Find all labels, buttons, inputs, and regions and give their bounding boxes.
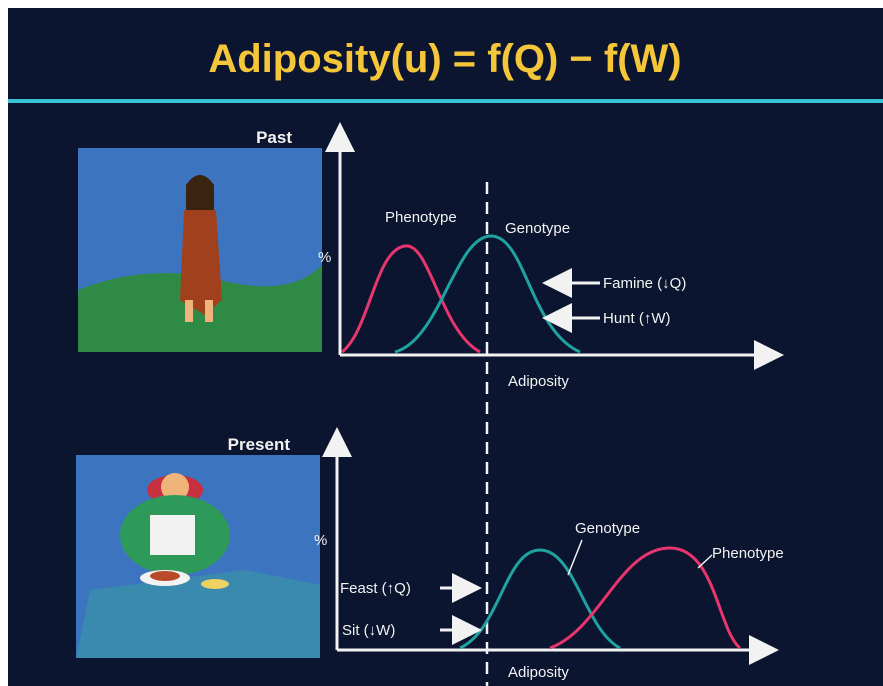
y-axis-label: % xyxy=(314,532,327,549)
panel-label: Past xyxy=(256,128,292,147)
past-illustration xyxy=(78,148,322,352)
curve-label: Genotype xyxy=(505,220,570,237)
present-illustration xyxy=(76,455,320,658)
annotation: Famine (↓Q) xyxy=(603,275,686,292)
x-axis-label: Adiposity xyxy=(508,373,569,390)
title: Adiposity(u) = f(Q) − f(W) xyxy=(208,37,681,81)
curve-label: Genotype xyxy=(575,520,640,537)
annotation: Hunt (↑W) xyxy=(603,310,671,327)
panel-label: Present xyxy=(228,435,291,454)
curve-label: Phenotype xyxy=(712,545,784,562)
annotation: Sit (↓W) xyxy=(342,622,395,639)
y-axis-label: % xyxy=(318,249,331,266)
slide: Adiposity(u) = f(Q) − f(W) Past % Adipos… xyxy=(0,0,883,686)
curve-label: Phenotype xyxy=(385,209,457,226)
x-axis-label: Adiposity xyxy=(508,664,569,681)
annotation: Feast (↑Q) xyxy=(340,580,411,597)
